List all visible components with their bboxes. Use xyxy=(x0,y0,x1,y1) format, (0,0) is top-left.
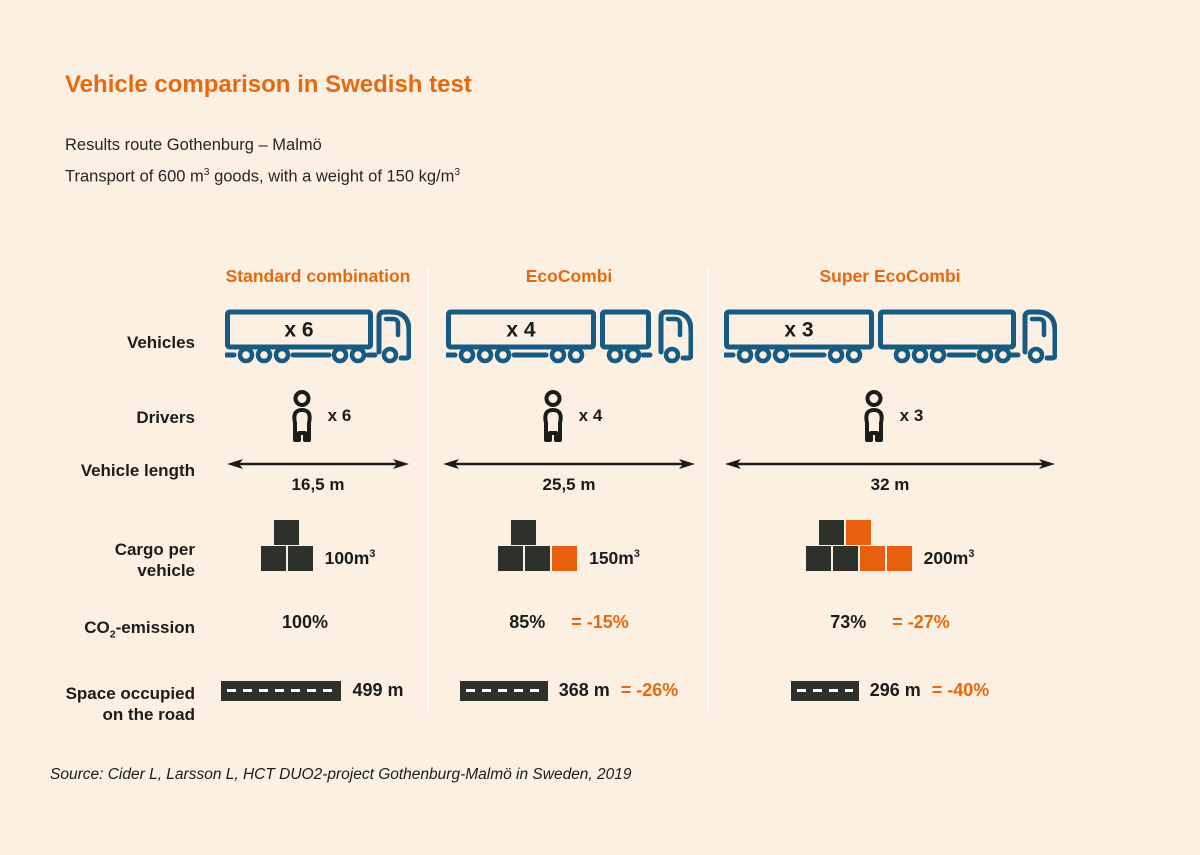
cargo-box-row-top xyxy=(818,520,912,545)
road-space-cell: 368 m = -26% xyxy=(440,680,698,701)
column-divider-2 xyxy=(707,270,709,712)
cargo-box-orange xyxy=(859,546,885,571)
vehicles-cell: x 6 xyxy=(212,302,424,364)
subtitle-line-2: Transport of 600 m3 goods, with a weight… xyxy=(65,167,461,186)
drivers-cell: x 4 xyxy=(440,390,698,442)
drivers-cell: x 6 xyxy=(212,390,424,442)
vehicle-count-label: x 6 xyxy=(284,319,313,342)
cargo-volume-label: 100m3 xyxy=(324,548,376,568)
co2-value: 85% xyxy=(509,612,546,632)
vehicle-length-cell: 32 m xyxy=(722,456,1058,495)
cargo-box-dark xyxy=(287,546,313,571)
cargo-box-dark xyxy=(805,546,831,571)
vehicles-cell: x 3 xyxy=(722,302,1058,364)
co2-value: 73% xyxy=(830,612,867,632)
vehicle-length-cell: 25,5 m xyxy=(440,456,698,495)
cargo-box-row-top xyxy=(273,520,313,545)
driver-count-label: x 3 xyxy=(899,406,924,425)
road-length-value: 296 m xyxy=(869,680,921,700)
cargo-cell: 150m3 xyxy=(440,520,698,571)
row-label-cargo-per-vehicle: Cargo per vehicle xyxy=(114,540,195,580)
cargo-box-dark xyxy=(818,520,844,545)
source-citation: Source: Cider L, Larsson L, HCT DUO2-pro… xyxy=(50,766,632,783)
page-title: Vehicle comparison in Swedish test xyxy=(65,71,472,98)
column-header: EcoCombi xyxy=(525,266,613,286)
cargo-box-dark xyxy=(273,520,299,545)
length-value: 16,5 m xyxy=(291,475,345,494)
subtitle-line-1: Results route Gothenburg – Malmö xyxy=(65,136,322,154)
cargo-box-row-bottom xyxy=(805,546,912,571)
subtitle: Results route Gothenburg – Malmö Transpo… xyxy=(65,132,460,191)
column-ecocombi: EcoCombi x 4 xyxy=(440,266,698,716)
truck-semitrailer-icon: x 6 xyxy=(225,309,411,364)
cargo-cell: 100m3 xyxy=(212,520,424,571)
cargo-cell: 200m3 xyxy=(722,520,1058,571)
vehicle-length-cell: 16,5 m xyxy=(212,456,424,495)
road-space-cell: 296 m = -40% xyxy=(722,680,1058,701)
column-super-ecocombi: Super EcoCombi x 3 xyxy=(722,266,1058,716)
row-label-drivers: Drivers xyxy=(136,408,195,427)
vehicle-count-label: x 3 xyxy=(784,319,813,342)
driver-icon xyxy=(863,390,884,442)
cargo-box-row-top xyxy=(511,520,577,545)
driver-count-label: x 6 xyxy=(327,406,352,425)
length-value: 25,5 m xyxy=(542,475,596,494)
cargo-volume-label: 150m3 xyxy=(589,548,640,568)
co2-cell: 100% xyxy=(212,612,424,633)
road-space-cell: 499 m xyxy=(212,680,424,701)
row-label-vehicle-length: Vehicle length xyxy=(80,461,195,480)
road-length-value: 499 m xyxy=(352,680,404,700)
length-arrow-icon xyxy=(227,459,409,469)
road-delta: = -26% xyxy=(620,680,679,700)
road-delta: = -40% xyxy=(931,680,990,700)
cargo-boxes-icon xyxy=(260,520,313,571)
co2-cell: 73% = -27% xyxy=(722,612,1058,633)
length-value: 32 m xyxy=(870,475,910,494)
co2-cell: 85% = -15% xyxy=(440,612,698,633)
column-header: Standard combination xyxy=(225,266,411,286)
row-label-co2-emission: CO2-emission xyxy=(84,618,195,641)
vehicle-count-label: x 4 xyxy=(506,319,536,342)
driver-icon xyxy=(291,390,312,442)
cargo-box-row-bottom xyxy=(498,546,578,571)
drivers-cell: x 3 xyxy=(722,390,1058,442)
column-standard-combination: Standard combination x 6 xyxy=(212,266,424,716)
road-icon xyxy=(459,680,548,701)
road-icon xyxy=(790,680,859,701)
cargo-box-row-bottom xyxy=(260,546,313,571)
cargo-boxes-icon xyxy=(805,520,912,571)
cargo-box-orange xyxy=(845,520,871,545)
cargo-box-dark xyxy=(832,546,858,571)
truck-super-ecocombi-icon: x 3 xyxy=(723,309,1057,364)
length-arrow-icon xyxy=(725,459,1055,469)
co2-delta: = -15% xyxy=(571,612,629,632)
cargo-boxes-icon xyxy=(498,520,578,571)
column-header: Super EcoCombi xyxy=(819,266,961,286)
driver-icon xyxy=(542,390,563,442)
driver-count-label: x 4 xyxy=(578,406,603,425)
column-divider-1 xyxy=(427,270,429,712)
cargo-box-orange xyxy=(886,546,912,571)
cargo-box-dark xyxy=(525,546,551,571)
truck-ecocombi-icon: x 4 xyxy=(445,309,693,364)
cargo-box-orange xyxy=(552,546,578,571)
road-icon xyxy=(221,680,342,701)
co2-delta: = -27% xyxy=(892,612,950,632)
length-arrow-icon xyxy=(443,459,695,469)
vehicles-cell: x 4 xyxy=(440,302,698,364)
road-length-value: 368 m xyxy=(558,680,610,700)
row-label-space-occupied: Space occupied on the road xyxy=(65,684,195,724)
cargo-box-dark xyxy=(511,520,537,545)
cargo-volume-label: 200m3 xyxy=(923,548,975,568)
cargo-box-dark xyxy=(498,546,524,571)
co2-value: 100% xyxy=(281,612,329,632)
row-label-vehicles: Vehicles xyxy=(126,333,195,352)
cargo-box-dark xyxy=(260,546,286,571)
